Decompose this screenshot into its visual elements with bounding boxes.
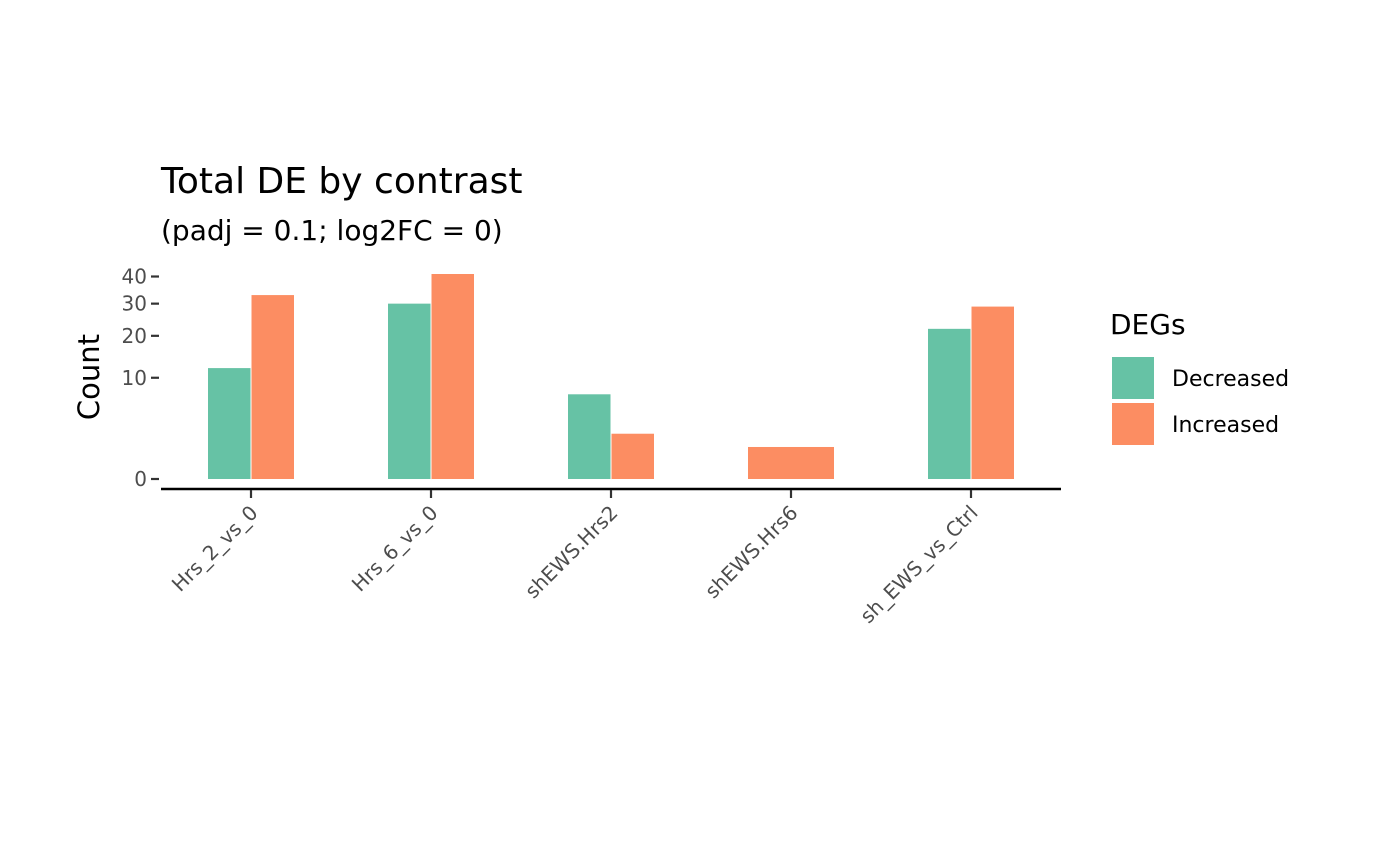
legend-label-increased: Increased: [1172, 413, 1279, 438]
chart-subtitle: (padj = 0.1; log2FC = 0): [161, 214, 503, 247]
y-axis: 0 10 20 30 40: [122, 265, 159, 491]
legend: DEGs Decreased Increased: [1110, 308, 1289, 445]
x-axis: Hrs_2_vs_0 Hrs_6_vs_0 shEWS.Hrs2 shEWS.Hrs6…: [167, 490, 983, 628]
y-tick-label: 40: [122, 265, 147, 289]
y-tick-label: 30: [122, 292, 147, 316]
bar-increased-1: [431, 274, 474, 479]
legend-label-decreased: Decreased: [1172, 367, 1289, 392]
legend-swatch-decreased: [1112, 357, 1154, 399]
x-tick-label: Hrs_2_vs_0: [167, 501, 263, 597]
bars-group: [208, 274, 1014, 479]
bar-decreased-2: [568, 394, 611, 479]
x-tick-label: Hrs_6_vs_0: [347, 501, 443, 597]
legend-swatch-increased: [1112, 403, 1154, 445]
bar-increased-4: [971, 306, 1014, 479]
bar-increased-2: [611, 433, 654, 479]
x-tick-label: shEWS.Hrs2: [520, 501, 623, 604]
bar-increased-3: [748, 446, 834, 479]
x-tick-label: sh_EWS_vs_Ctrl: [855, 501, 982, 628]
legend-title: DEGs: [1110, 308, 1186, 341]
x-tick-label: shEWS.Hrs6: [700, 501, 803, 604]
bar-increased-0: [251, 295, 294, 479]
y-tick-label: 20: [122, 324, 147, 348]
chart-title: Total DE by contrast: [160, 161, 523, 202]
bar-decreased-0: [208, 368, 251, 479]
bar-decreased-4: [928, 328, 971, 479]
y-axis-title: Count: [72, 334, 106, 420]
y-tick-label: 10: [122, 366, 147, 390]
bar-decreased-1: [388, 303, 431, 479]
y-tick-label: 0: [134, 467, 147, 491]
